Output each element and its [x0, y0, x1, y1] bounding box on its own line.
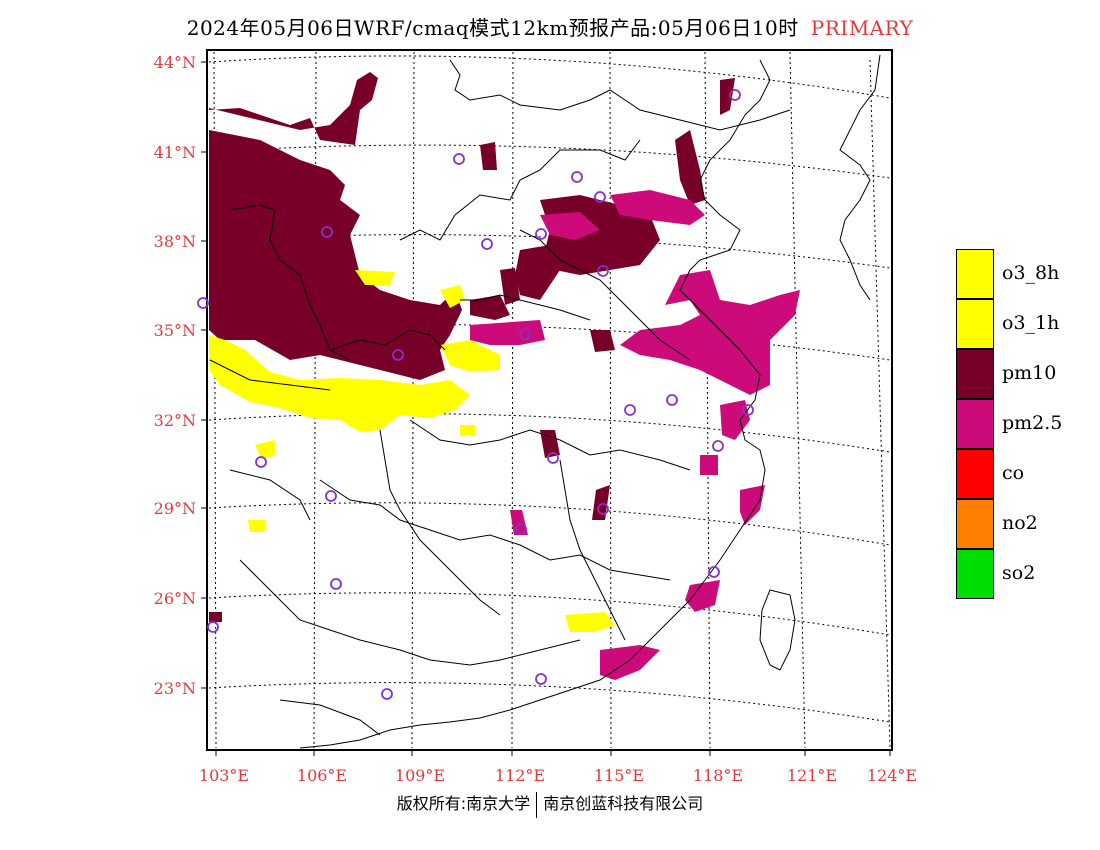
- station-marker: [624, 404, 636, 416]
- station-marker: [197, 297, 209, 309]
- station-marker: [597, 265, 609, 277]
- station-marker: [742, 404, 754, 416]
- lon-label: 115°E: [594, 766, 644, 785]
- lon-label: 112°E: [495, 766, 545, 785]
- axis-ticks: [201, 61, 891, 756]
- station-marker: [519, 328, 531, 340]
- station-marker: [594, 191, 606, 203]
- station-marker: [535, 673, 547, 685]
- legend-swatch: [956, 399, 994, 449]
- legend-item-o3-8h: o3_8h: [956, 249, 1086, 299]
- station-markers: [197, 89, 754, 700]
- legend-swatch: [956, 249, 994, 299]
- o3-layer: [209, 270, 615, 632]
- copyright-footer: 版权所有:南京大学 南京创蓝科技有限公司: [0, 790, 1100, 818]
- station-marker: [666, 394, 678, 406]
- station-marker: [321, 226, 333, 238]
- legend-label: so2: [1002, 562, 1036, 584]
- lat-label: 23°N: [154, 679, 196, 698]
- station-marker: [712, 440, 724, 452]
- lat-axis-labels: 44°N 41°N 38°N 35°N 32°N 29°N 26°N 23°N: [154, 53, 196, 698]
- primary-tag: PRIMARY: [810, 16, 914, 40]
- copyright-left: 版权所有:南京大学: [396, 794, 531, 813]
- lat-label: 26°N: [154, 589, 196, 608]
- legend-swatch: [956, 449, 994, 499]
- legend-item-no2: no2: [956, 499, 1086, 549]
- station-marker: [255, 456, 267, 468]
- station-marker: [207, 621, 219, 633]
- lon-label: 121°E: [787, 766, 837, 785]
- legend-swatch: [956, 349, 994, 399]
- legend-label: o3_8h: [1002, 262, 1060, 284]
- lat-label: 38°N: [154, 232, 196, 251]
- boundary-lines: [209, 54, 881, 749]
- station-marker: [708, 566, 720, 578]
- station-marker: [571, 171, 583, 183]
- station-marker: [481, 238, 493, 250]
- map-title: 2024年05月06日WRF/cmaq模式12km预报产品:05月06日10时 P…: [0, 12, 1100, 41]
- station-marker: [325, 490, 337, 502]
- lon-label: 106°E: [297, 766, 347, 785]
- footer-divider: [536, 791, 538, 818]
- lon-label: 109°E: [395, 766, 445, 785]
- lat-label: 41°N: [154, 143, 196, 162]
- lat-label: 32°N: [154, 411, 196, 430]
- title-text: 2024年05月06日WRF/cmaq模式12km预报产品:05月06日10时: [186, 16, 799, 40]
- station-marker: [381, 688, 393, 700]
- legend-item-so2: so2: [956, 549, 1086, 599]
- lon-label: 118°E: [693, 766, 743, 785]
- station-marker: [535, 228, 547, 240]
- legend-label: pm2.5: [1002, 412, 1063, 434]
- legend-item-pm10: pm10: [956, 349, 1086, 399]
- lat-label: 35°N: [154, 321, 196, 340]
- legend-swatch: [956, 499, 994, 549]
- pollutant-legend: o3_8h o3_1h pm10 pm2.5 co no2 so2: [956, 249, 1086, 599]
- lon-label: 103°E: [199, 766, 249, 785]
- legend-swatch: [956, 299, 994, 349]
- lat-label: 29°N: [154, 499, 196, 518]
- legend-item-co: co: [956, 449, 1086, 499]
- station-marker: [330, 578, 342, 590]
- copyright-right: 南京创蓝科技有限公司: [543, 794, 704, 813]
- legend-label: co: [1002, 462, 1025, 484]
- lon-label: 124°E: [867, 766, 917, 785]
- legend-swatch: [956, 549, 994, 599]
- station-marker: [597, 503, 609, 515]
- lon-axis-labels: 103°E 106°E 109°E 112°E 115°E 118°E 121°…: [199, 766, 917, 785]
- legend-label: pm10: [1002, 362, 1057, 384]
- station-marker: [515, 523, 527, 535]
- legend-label: no2: [1002, 512, 1038, 534]
- lat-label: 44°N: [154, 53, 196, 72]
- station-marker: [453, 153, 465, 165]
- station-marker: [392, 349, 404, 361]
- station-marker: [729, 89, 741, 101]
- legend-item-pm25: pm2.5: [956, 399, 1086, 449]
- station-marker: [547, 452, 559, 464]
- legend-item-o3-1h: o3_1h: [956, 299, 1086, 349]
- legend-label: o3_1h: [1002, 312, 1060, 334]
